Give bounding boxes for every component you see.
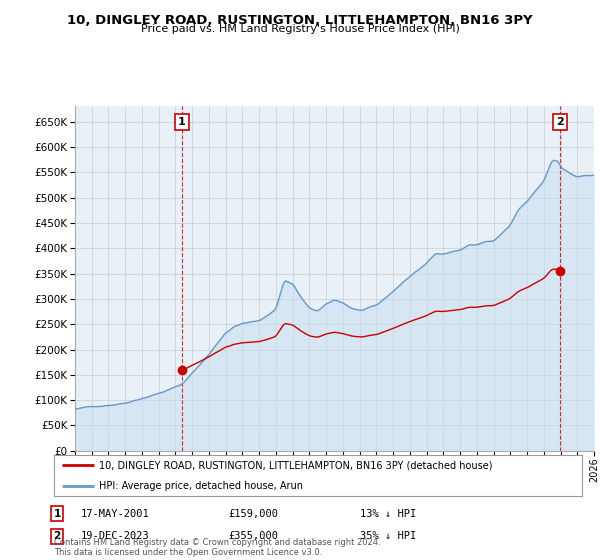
- Text: £159,000: £159,000: [228, 508, 278, 519]
- Text: Price paid vs. HM Land Registry's House Price Index (HPI): Price paid vs. HM Land Registry's House …: [140, 24, 460, 34]
- Text: 13% ↓ HPI: 13% ↓ HPI: [360, 508, 416, 519]
- Text: 1: 1: [53, 508, 61, 519]
- Text: HPI: Average price, detached house, Arun: HPI: Average price, detached house, Arun: [99, 480, 303, 491]
- Text: Contains HM Land Registry data © Crown copyright and database right 2024.
This d: Contains HM Land Registry data © Crown c…: [54, 538, 380, 557]
- Text: 19-DEC-2023: 19-DEC-2023: [81, 531, 150, 542]
- Text: 2: 2: [53, 531, 61, 542]
- Text: £355,000: £355,000: [228, 531, 278, 542]
- Text: 10, DINGLEY ROAD, RUSTINGTON, LITTLEHAMPTON, BN16 3PY: 10, DINGLEY ROAD, RUSTINGTON, LITTLEHAMP…: [67, 14, 533, 27]
- Text: 17-MAY-2001: 17-MAY-2001: [81, 508, 150, 519]
- Text: 2: 2: [556, 117, 564, 127]
- Text: 1: 1: [178, 117, 185, 127]
- Text: 10, DINGLEY ROAD, RUSTINGTON, LITTLEHAMPTON, BN16 3PY (detached house): 10, DINGLEY ROAD, RUSTINGTON, LITTLEHAMP…: [99, 460, 493, 470]
- Text: 35% ↓ HPI: 35% ↓ HPI: [360, 531, 416, 542]
